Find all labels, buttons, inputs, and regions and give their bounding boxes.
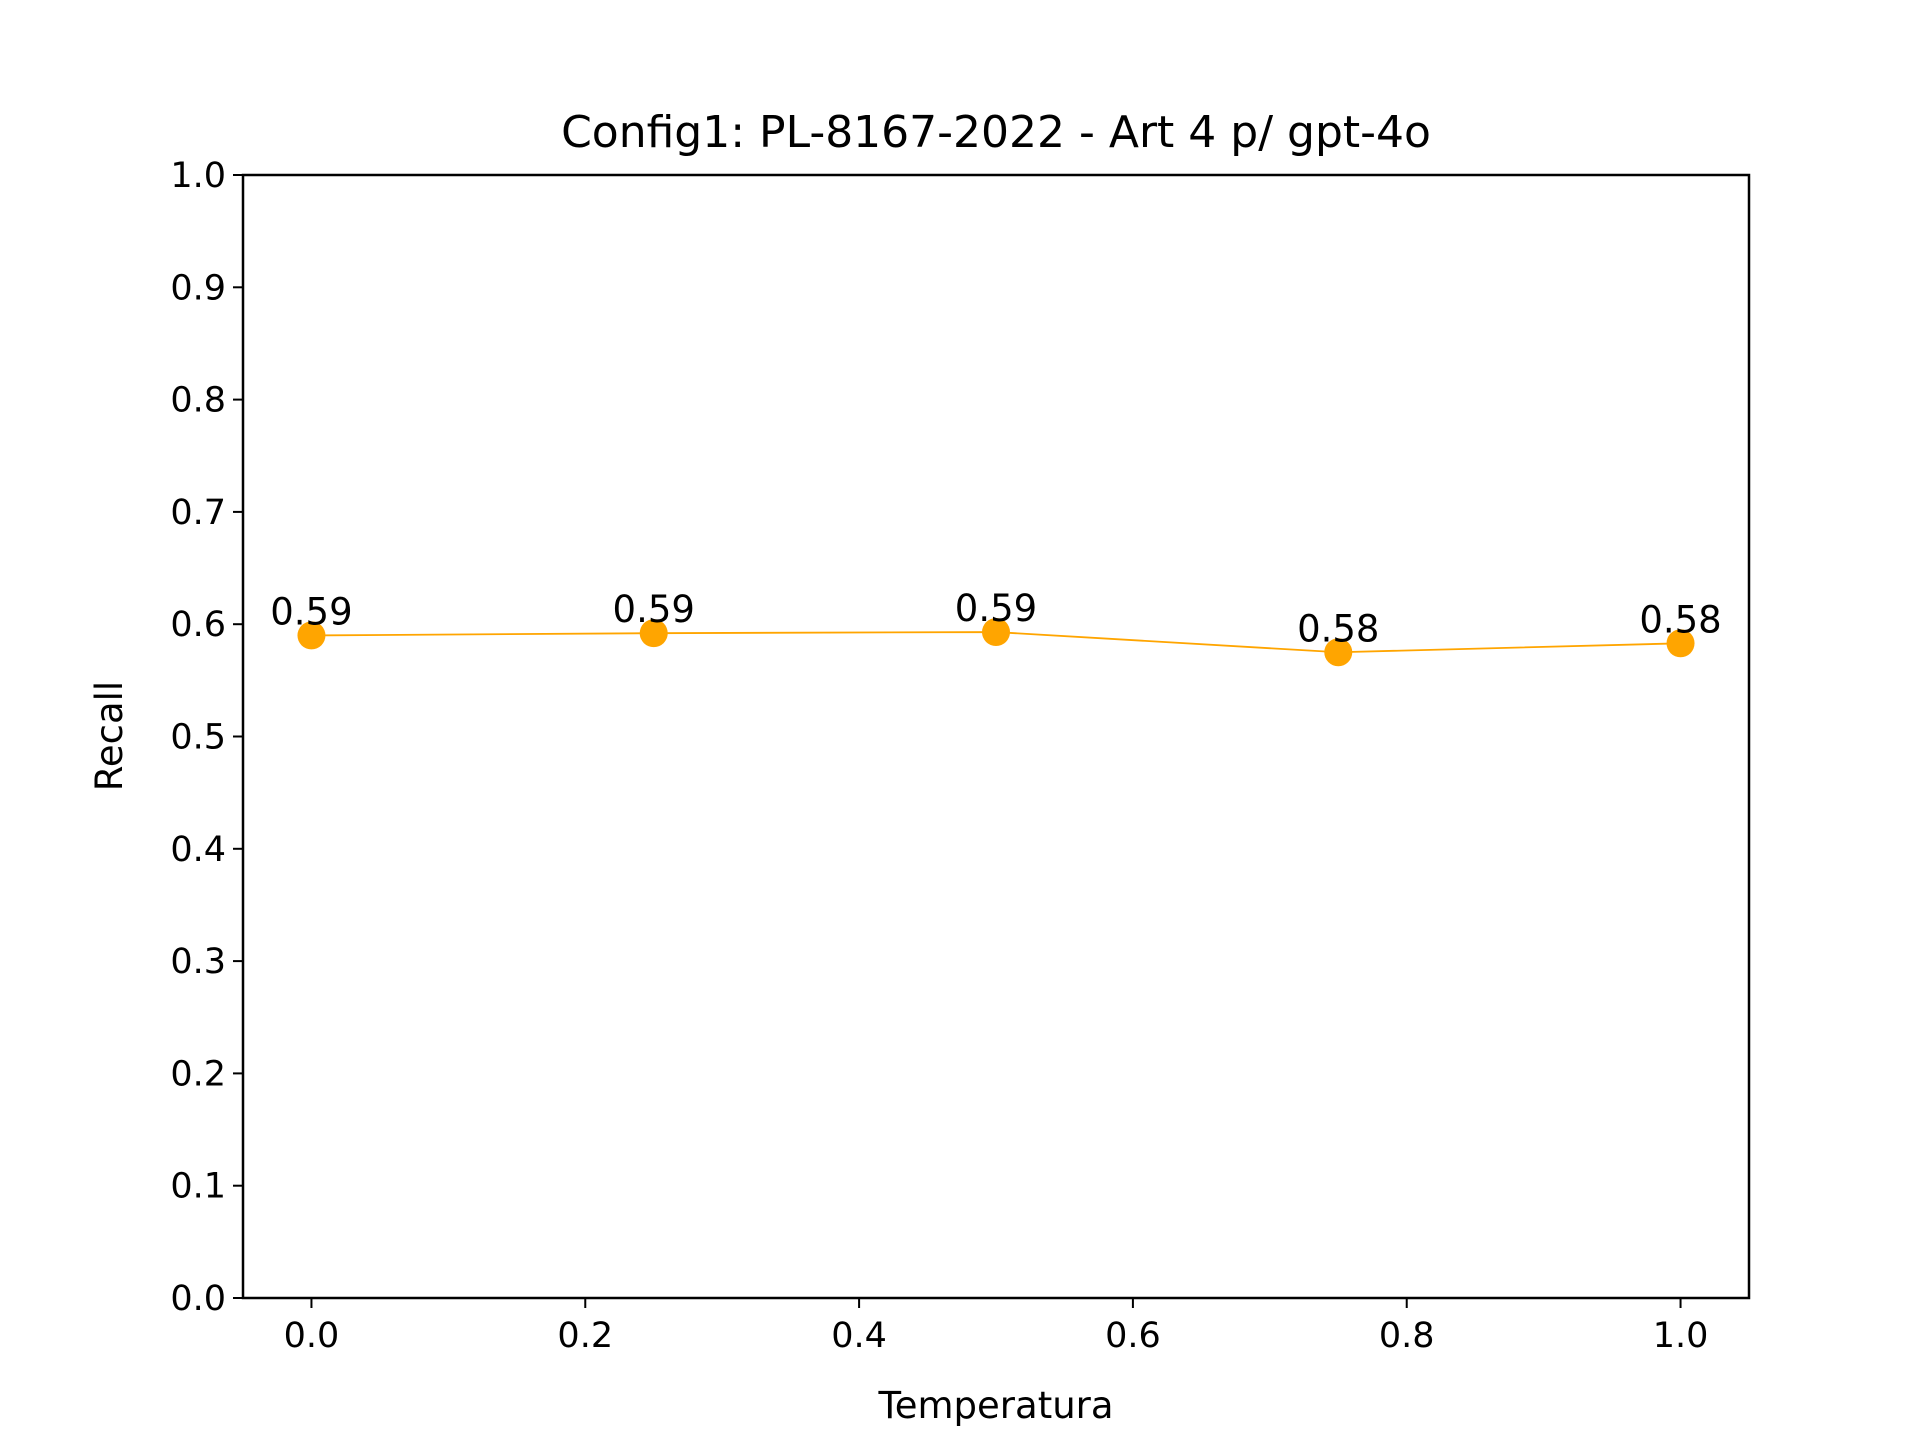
y-tick-label: 1.0 [170, 156, 226, 196]
y-tick-label: 0.7 [170, 493, 226, 533]
data-label: 0.59 [955, 587, 1037, 630]
y-tick-label: 0.4 [170, 830, 226, 870]
y-tick-label: 0.2 [170, 1054, 226, 1094]
x-tick-label: 0.8 [1379, 1316, 1435, 1356]
y-axis-title: Recall [88, 681, 131, 791]
y-tick-label: 0.8 [170, 381, 226, 421]
data-label: 0.58 [1639, 598, 1721, 641]
y-tick-label: 0.3 [170, 942, 226, 982]
y-tick-label: 0.1 [170, 1167, 226, 1207]
chart-title: Config1: PL-8167-2022 - Art 4 p/ gpt-4o [561, 107, 1431, 158]
plot-area [241, 173, 1751, 1300]
x-tick-label: 0.4 [831, 1316, 887, 1356]
x-axis: 0.0 0.2 0.4 0.6 0.8 1.0 [284, 1298, 1709, 1356]
y-tick-label: 0.6 [170, 605, 226, 645]
series-layer: 0.59 0.59 0.59 0.58 0.58 [270, 587, 1722, 667]
x-tick-label: 0.0 [284, 1316, 340, 1356]
data-label: 0.59 [613, 588, 695, 631]
data-label: 0.58 [1297, 607, 1379, 650]
data-point [982, 618, 1010, 647]
y-tick-label: 0.5 [170, 718, 226, 758]
data-point [639, 619, 668, 648]
data-point [1666, 629, 1695, 658]
x-tick-label: 0.6 [1105, 1316, 1161, 1356]
y-tick-label: 0.9 [170, 268, 226, 308]
data-label: 0.59 [270, 590, 352, 633]
x-axis-title: Temperatura [877, 1384, 1113, 1427]
y-tick-label: 0.0 [170, 1279, 226, 1319]
x-tick-label: 1.0 [1653, 1316, 1709, 1356]
x-tick-label: 0.2 [557, 1316, 613, 1356]
y-axis: 0.0 0.1 0.2 0.3 0.4 0.5 0.6 0.7 0.8 0.9 1.0 [170, 156, 243, 1319]
data-point [297, 621, 326, 650]
data-point [1324, 638, 1353, 667]
